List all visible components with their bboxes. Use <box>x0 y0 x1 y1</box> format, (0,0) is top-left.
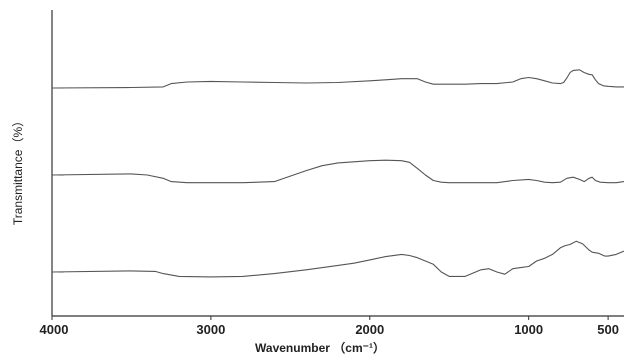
x-axis-label: Wavenumber （cm⁻¹） <box>255 340 385 355</box>
x-ticks-group: 4000 3000 2000 1000 500 <box>40 316 619 337</box>
spectrum-line-3 <box>51 240 625 278</box>
spectrum-line-2 <box>51 159 625 184</box>
x-tick-label-1000: 1000 <box>514 322 543 337</box>
x-tick-label-2000: 2000 <box>355 322 384 337</box>
curves-group <box>51 69 625 278</box>
y-axis-label: Transmittance（%） <box>11 115 25 225</box>
x-tick-label-4000: 4000 <box>40 322 69 337</box>
x-tick-label-500: 500 <box>597 322 619 337</box>
x-tick-label-3000: 3000 <box>196 322 225 337</box>
spectrum-line-1 <box>51 69 624 89</box>
